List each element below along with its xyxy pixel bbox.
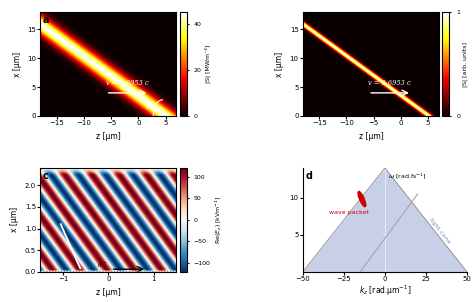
- Y-axis label: x [μm]: x [μm]: [10, 207, 19, 233]
- X-axis label: z [μm]: z [μm]: [358, 132, 383, 141]
- X-axis label: z [μm]: z [μm]: [96, 132, 121, 141]
- Text: b: b: [306, 15, 313, 25]
- Text: a: a: [43, 15, 49, 25]
- Text: v = 0.6953 c: v = 0.6953 c: [106, 79, 148, 87]
- Y-axis label: x [μm]: x [μm]: [275, 51, 284, 77]
- Ellipse shape: [358, 191, 366, 207]
- Y-axis label: |S| [MWm⁻²]: |S| [MWm⁻²]: [204, 45, 211, 83]
- Text: wave packet: wave packet: [329, 210, 369, 215]
- Text: $\omega$ [rad.fs$^{-1}$]: $\omega$ [rad.fs$^{-1}$]: [388, 172, 426, 181]
- Text: $\theta_s$: $\theta_s$: [145, 100, 154, 113]
- Text: light cone: light cone: [428, 217, 451, 245]
- Text: d: d: [306, 171, 313, 181]
- X-axis label: z [μm]: z [μm]: [96, 288, 121, 297]
- Text: $\theta^-$: $\theta^-$: [97, 262, 108, 269]
- X-axis label: $k_z$ [rad.µm$^{-1}$]: $k_z$ [rad.µm$^{-1}$]: [359, 283, 411, 298]
- Text: c: c: [43, 171, 49, 181]
- Y-axis label: Re($E_z$) [kVm$^{-1}$]: Re($E_z$) [kVm$^{-1}$]: [213, 196, 224, 244]
- Y-axis label: x [μm]: x [μm]: [13, 51, 22, 77]
- Y-axis label: |S| [arb. units]: |S| [arb. units]: [463, 41, 468, 87]
- Text: v = 0.6953 c: v = 0.6953 c: [368, 79, 411, 87]
